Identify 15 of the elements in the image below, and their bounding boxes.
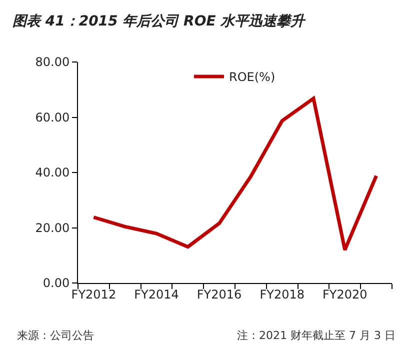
line-series: [92, 96, 378, 252]
x-tick-label: FY2018: [260, 287, 304, 302]
y-tick-label: 20.00: [35, 220, 70, 235]
chart-title: 图表 41：2015 年后公司 ROE 水平迅速攀升: [12, 12, 307, 30]
y-tick-label: 60.00: [35, 110, 70, 124]
legend-label: ROE(%): [229, 70, 276, 84]
y-tick-label: 40.00: [35, 166, 70, 180]
y-tick-label: 80.00: [35, 55, 70, 70]
x-tick-label: FY2016: [196, 287, 242, 302]
x-tick-label: FY2020: [322, 287, 368, 302]
y-tick-label: 0.00: [42, 276, 70, 290]
text: 注：2021 财年截止至 7 月 3 日: [237, 329, 396, 342]
source-note: 来源：公司公告: [17, 329, 94, 342]
x-tick-label: FY2012: [71, 287, 116, 302]
x-tick-label: FY2014: [134, 287, 179, 302]
